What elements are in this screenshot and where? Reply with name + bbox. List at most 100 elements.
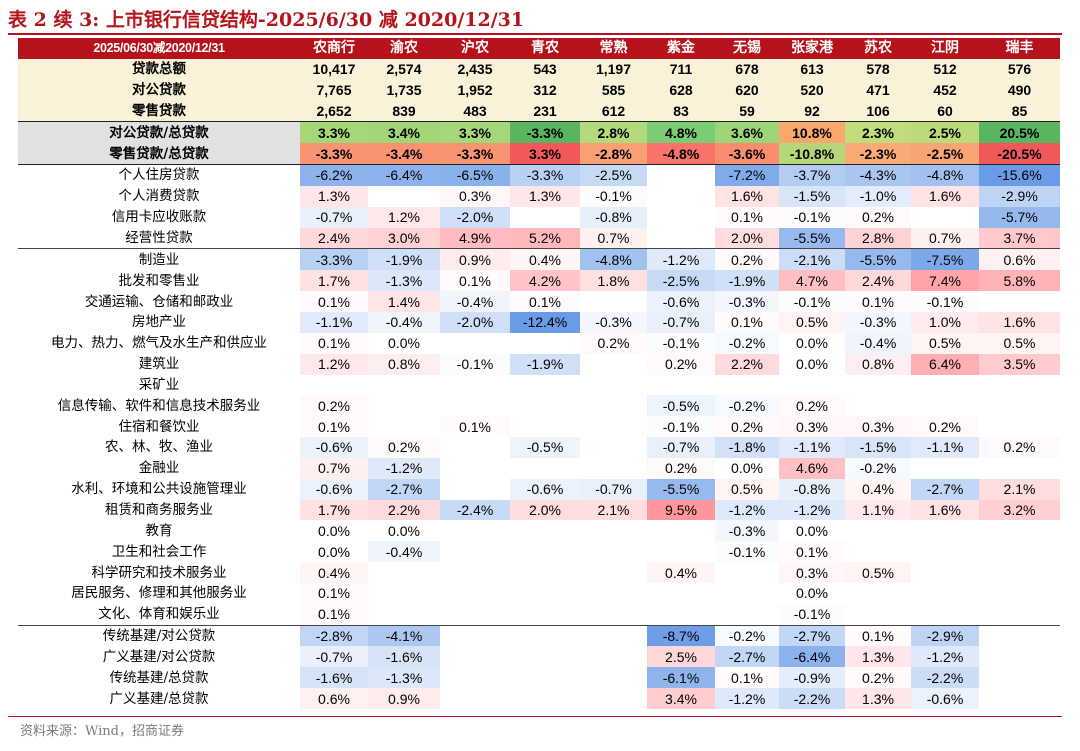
table-cell: -0.7%	[300, 206, 368, 228]
table-cell	[440, 395, 510, 416]
table-cell: -2.8%	[580, 143, 647, 165]
table-cell: -2.1%	[779, 248, 845, 271]
table-cell	[510, 207, 580, 228]
bank-header: 紫金	[647, 38, 715, 59]
table-cell: 0.9%	[368, 688, 440, 709]
table-cell	[979, 541, 1060, 562]
table-cell: -1.3%	[368, 270, 440, 292]
row-label: 建筑业	[138, 356, 180, 373]
table-cell: 59	[715, 100, 779, 122]
table-cell	[440, 562, 510, 583]
table-row: 对公贷款 7,765 1,735 1,952 312 585 628 620 520 471 452…	[18, 79, 1060, 101]
table-cell	[368, 583, 440, 604]
table-cell: -1.9%	[368, 248, 440, 271]
table-row: 传统基建/对公贷款 -2.8% -4.1% -8.7% -0.2% -2.7% 0.1% -2…	[18, 624, 1060, 647]
table-row: 广义基建/总贷款 0.6% 0.9% 3.4% -1.2% -2.2% 1.3% -0.6%	[18, 688, 1060, 709]
table-cell: 0.1%	[715, 311, 779, 333]
table-cell	[647, 541, 715, 562]
table-cell: -6.1%	[647, 667, 715, 689]
table-cell: -1.3%	[368, 667, 440, 689]
table-cell: -6.4%	[779, 646, 845, 668]
table-cell: 2.4%	[300, 227, 368, 249]
table-cell: 3.4%	[368, 121, 440, 144]
table-cell	[911, 520, 979, 541]
table-cell: 0.2%	[647, 353, 715, 375]
table-cell: 0.1%	[300, 416, 368, 438]
table-cell: 4.8%	[647, 121, 715, 144]
title-rule	[8, 33, 1062, 35]
table-cell: 4.9%	[440, 227, 510, 249]
table-cell: -6.4%	[368, 164, 440, 186]
table-cell: 7.4%	[911, 270, 979, 292]
table-cell	[715, 604, 779, 625]
table-cell: 1.3%	[510, 185, 580, 207]
table-cell: -1.8%	[715, 437, 779, 458]
table-cell	[580, 583, 647, 604]
table-cell: -0.4%	[440, 291, 510, 312]
source-note: 资料来源：Wind，招商证券	[20, 724, 184, 739]
table-cell: 10.8%	[779, 121, 845, 144]
table-cell: 1.6%	[911, 499, 979, 521]
row-label: 制造业	[18, 248, 300, 271]
table-cell: 4.2%	[510, 270, 580, 292]
table-cell: 0.2%	[979, 437, 1060, 458]
table-cell: -0.3%	[580, 311, 647, 333]
table-cell	[979, 375, 1060, 396]
bank-header: 青农	[510, 38, 580, 59]
table-cell	[440, 520, 510, 541]
table-cell	[647, 186, 715, 207]
table-cell: -0.8%	[580, 206, 647, 228]
table-cell: 839	[368, 100, 440, 122]
table-cell	[440, 375, 510, 396]
table-cell: -20.5%	[979, 143, 1060, 165]
table-cell: 0.2%	[580, 332, 647, 354]
table-row: 电力、热力、燃气及水生产和供应业 0.1% 0.0% 0.2% -0.1% -0.2% 0.…	[18, 332, 1060, 354]
table-cell	[979, 604, 1060, 625]
table-cell: -10.8%	[779, 143, 845, 165]
table-cell: 0.0%	[300, 541, 368, 563]
table-row: 租赁和商务服务业 1.7% 2.2% -2.4% 2.0% 2.1% 9.5% -1.2% -1…	[18, 499, 1060, 521]
table-cell: 512	[911, 58, 979, 80]
corner-label: 2025/06/30减2020/12/31	[18, 38, 300, 59]
table-cell	[510, 395, 580, 416]
table-cell: 471	[845, 79, 911, 101]
table-cell: -0.2%	[715, 395, 779, 417]
table-cell	[580, 688, 647, 709]
table-cell	[979, 562, 1060, 583]
table-row: 房地产业 -1.1% -0.4% -2.0% -12.4% -0.3% -0.7% 0.1% 0…	[18, 311, 1060, 333]
table-cell	[510, 562, 580, 583]
table-cell: -0.5%	[510, 437, 580, 458]
table-row: 个人消费贷款 1.3% 0.3% 1.3% -0.1% 1.6% -1.5% -1.0% 1.6…	[18, 185, 1060, 207]
table-cell: 0.1%	[300, 291, 368, 312]
table-cell: 0.4%	[845, 478, 911, 500]
table-cell: -1.9%	[510, 353, 580, 375]
table-cell: -2.7%	[779, 624, 845, 647]
table-cell: -8.7%	[647, 624, 715, 647]
table-cell	[440, 479, 510, 500]
table-cell: 620	[715, 79, 779, 101]
table-cell: -1.6%	[300, 667, 368, 689]
table-cell: 578	[845, 58, 911, 80]
table-cell: 5.2%	[510, 227, 580, 249]
table-cell: 0.1%	[440, 416, 510, 438]
table-cell	[911, 583, 979, 604]
table-cell: 2.2%	[368, 499, 440, 521]
table-cell: -0.6%	[300, 437, 368, 458]
table-cell: -3.3%	[300, 248, 368, 271]
table-cell	[647, 207, 715, 228]
table-cell: -5.5%	[779, 227, 845, 249]
table-cell: 0.2%	[845, 206, 911, 228]
table-cell	[845, 375, 911, 396]
table-cell: 2.0%	[715, 227, 779, 249]
table-cell	[715, 375, 779, 396]
table-cell: 2,652	[300, 100, 368, 122]
table-cell	[715, 583, 779, 604]
row-label: 个人住房贷款	[18, 164, 300, 186]
table-cell: 2.8%	[845, 227, 911, 249]
table-cell: 3.2%	[979, 499, 1060, 521]
table-cell	[580, 458, 647, 479]
table-cell: 2.2%	[715, 353, 779, 375]
table-cell: 4.7%	[779, 270, 845, 292]
table-cell	[911, 458, 979, 479]
table-cell: 0.1%	[440, 270, 510, 292]
